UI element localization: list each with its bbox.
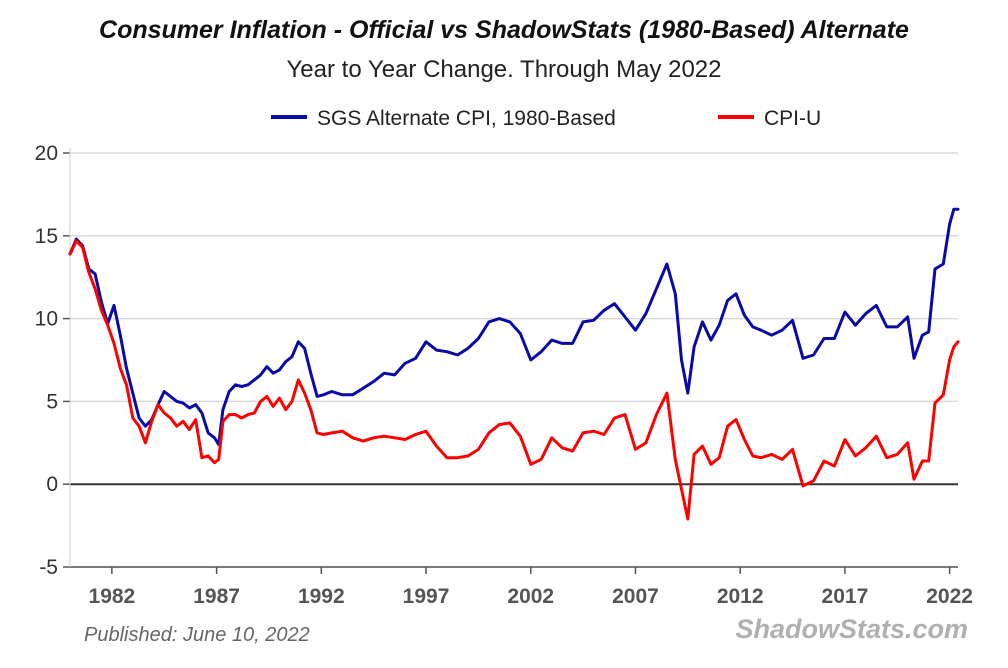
x-axis-ticks: 1982 1987 1992 1997 2002 2007 2012 2017 2022 bbox=[89, 567, 973, 608]
x-tick-label: 1987 bbox=[193, 585, 240, 608]
y-tick-label: -5 bbox=[39, 556, 58, 579]
series-line-sgs-alternate-cpi bbox=[68, 207, 960, 446]
x-tick-label: 1992 bbox=[298, 585, 345, 608]
legend-label: CPI-U bbox=[764, 107, 821, 130]
x-tick-label: 2002 bbox=[507, 585, 554, 608]
chart-title: Consumer Inflation - Official vs ShadowS… bbox=[99, 16, 909, 44]
y-tick-label: 15 bbox=[35, 225, 58, 248]
x-tick-label: 2007 bbox=[612, 585, 659, 608]
x-tick-label: 2012 bbox=[717, 585, 764, 608]
gridlines bbox=[70, 152, 958, 568]
x-tick-label: 2017 bbox=[822, 585, 869, 608]
x-tick-label: 1997 bbox=[403, 585, 450, 608]
legend: SGS Alternate CPI, 1980-Based CPI-U bbox=[271, 107, 821, 130]
y-tick-label: 0 bbox=[46, 473, 58, 496]
series-lines bbox=[68, 207, 960, 521]
y-axis-ticks: -5 0 5 10 15 20 bbox=[35, 142, 70, 579]
legend-label: SGS Alternate CPI, 1980-Based bbox=[317, 107, 616, 130]
y-tick-label: 10 bbox=[35, 308, 58, 331]
shadowstats-logo: ShadowStats.com bbox=[735, 614, 968, 644]
chart-subtitle: Year to Year Change. Through May 2022 bbox=[286, 56, 722, 83]
published-date: Published: June 10, 2022 bbox=[84, 624, 310, 646]
x-tick-label: 1982 bbox=[89, 585, 136, 608]
y-tick-label: 20 bbox=[35, 142, 58, 165]
series-line-cpi-u bbox=[68, 239, 960, 521]
y-tick-label: 5 bbox=[46, 390, 58, 413]
x-tick-label: 2022 bbox=[926, 585, 973, 608]
